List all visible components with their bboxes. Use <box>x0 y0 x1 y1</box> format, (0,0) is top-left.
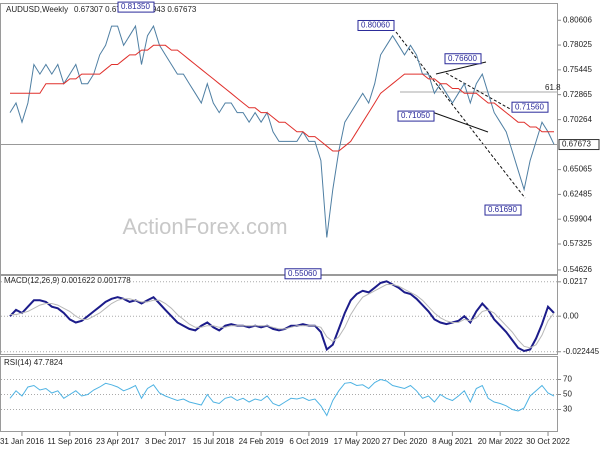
level-label: 0.81350 <box>121 2 150 11</box>
y-tick-label: 0.78025 <box>563 40 592 49</box>
level-label: 0.71560 <box>515 102 544 111</box>
rsi-panel <box>0 356 558 432</box>
last-price-label: 0.67673 <box>562 140 591 149</box>
level-box <box>484 204 522 216</box>
level-label: 0.80060 <box>361 21 390 30</box>
x-tick-label: 8 Aug 2021 <box>432 437 473 446</box>
level-label: 0.55060 <box>288 269 317 278</box>
x-tick-label: 27 Dec 2020 <box>382 437 428 446</box>
level-box <box>397 110 435 122</box>
level-box <box>284 268 322 280</box>
series-line <box>9 24 555 238</box>
last-price-box <box>558 139 600 151</box>
y-tick-label: 0.0217 <box>563 277 588 286</box>
x-tick-label: 23 Apr 2017 <box>96 437 140 446</box>
y-tick-label: 0.80606 <box>563 15 592 24</box>
trend-line <box>431 111 489 133</box>
x-tick-label: 6 Oct 2019 <box>289 437 329 446</box>
rsi-title: RSI(14) 47.7824 <box>4 358 63 367</box>
level-box <box>444 53 482 65</box>
x-tick-label: 15 Jul 2018 <box>193 437 235 446</box>
y-tick-label: 0.54626 <box>563 265 592 274</box>
watermark: ActionForex.com <box>122 214 287 239</box>
y-tick-label: -0.022445 <box>563 347 600 356</box>
level-label: 0.61690 <box>488 205 517 214</box>
y-tick-label: 0.57325 <box>563 239 592 248</box>
y-tick-label: 0.75445 <box>563 65 592 74</box>
macd-title: MACD(12,26,9) 0.001622 0.001778 <box>4 276 131 285</box>
price-title: AUDUSD,Weekly <box>6 5 68 14</box>
y-tick-label: 0.65065 <box>563 165 592 174</box>
y-tick-label: 0.62485 <box>563 190 592 199</box>
y-tick-label: 0.70264 <box>563 115 592 124</box>
fib-label: 61.8 <box>545 83 561 92</box>
level-box <box>117 1 155 13</box>
series-line <box>9 280 555 353</box>
y-tick-label: 0.72865 <box>563 90 592 99</box>
x-tick-label: 31 Jan 2016 <box>0 437 45 446</box>
x-tick-label: 20 Mar 2022 <box>478 437 523 446</box>
x-tick-label: 11 Sep 2016 <box>47 437 92 446</box>
x-tick-label: 24 Feb 2019 <box>239 437 284 446</box>
y-tick-label: 70 <box>563 375 572 384</box>
macd-panel <box>0 275 558 355</box>
y-tick-label: 0.00 <box>563 311 579 320</box>
y-tick-label: 50 <box>563 390 572 399</box>
series-line <box>10 284 555 349</box>
x-tick-label: 17 May 2020 <box>334 437 381 446</box>
level-label: 0.76600 <box>448 54 477 63</box>
x-tick-label: 30 Oct 2022 <box>526 437 570 446</box>
level-box <box>357 19 395 31</box>
series-line <box>10 44 554 152</box>
y-tick-label: 0.59904 <box>563 214 592 223</box>
y-tick-label: 30 <box>563 405 572 414</box>
series-line <box>9 378 555 417</box>
level-label: 0.71050 <box>401 111 430 120</box>
x-tick-label: 3 Dec 2017 <box>145 437 186 446</box>
price-panel <box>0 3 558 275</box>
level-box <box>511 101 549 113</box>
